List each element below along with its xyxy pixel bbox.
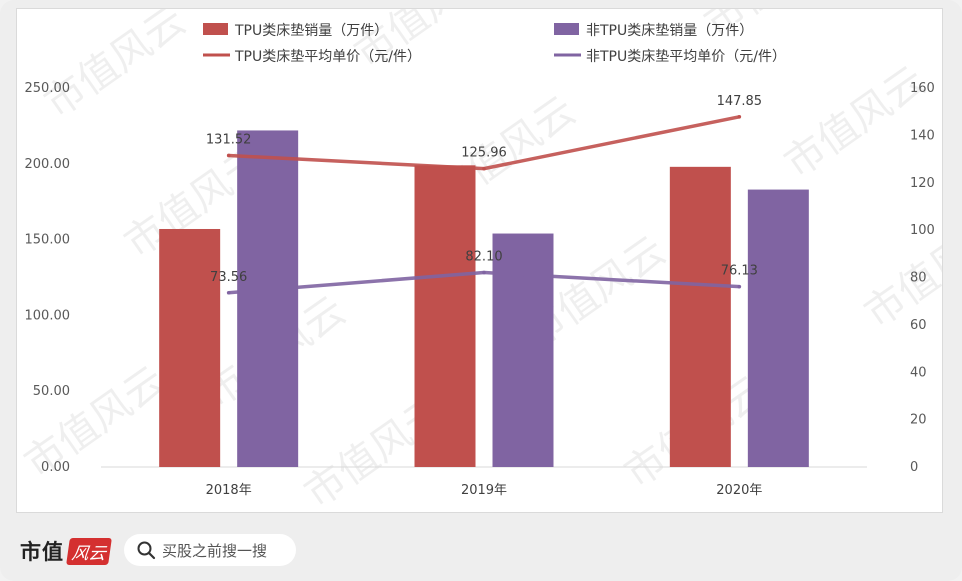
legend-label: TPU类床垫平均单价（元/件） [234, 49, 421, 65]
line-point [482, 166, 486, 171]
legend-label: 非TPU类床垫平均单价（元/件） [586, 49, 786, 65]
watermark-text: 市值风云 [36, 9, 193, 127]
search-box[interactable]: 买股之前搜一搜 [124, 534, 296, 566]
search-icon [137, 541, 156, 560]
brand-name: 市值 [20, 539, 64, 564]
data-label: 73.56 [210, 270, 247, 285]
y-left-tick-label: 100.00 [25, 308, 71, 323]
x-tick-label: 2018年 [206, 483, 252, 498]
legend-swatch [554, 23, 579, 35]
legend-swatch [203, 23, 228, 35]
series-line [228, 270, 740, 295]
watermark-text: 市值风云 [346, 9, 503, 77]
data-label: 131.52 [206, 132, 252, 147]
axis-layer: 0.00 50.00 100.00 150.00 200.00 250.00 0 20 40 60… [25, 81, 935, 498]
line-point [737, 114, 742, 119]
y-right-tick-label: 80 [910, 271, 927, 286]
line-point [226, 153, 231, 158]
bar [492, 233, 554, 467]
legend-label: TPU类床垫销量（万件） [234, 23, 388, 39]
y-right-tick-label: 140 [910, 128, 935, 143]
brand-logo[interactable]: 市值 风云 [20, 536, 112, 566]
line-point [737, 284, 742, 289]
y-right-tick-label: 20 [910, 413, 927, 428]
y-right-tick-label: 160 [910, 81, 935, 96]
x-tick-label: 2020年 [716, 483, 762, 498]
brand-badge: 风云 [66, 537, 112, 565]
chart-panel: 市值风云市值风云市值风云市值风云市值风云市值风云市值风云市值风云市值风云市值风云… [16, 8, 943, 513]
y-left-tick-label: 0.00 [41, 460, 70, 475]
watermark-text: 市值风云 [776, 58, 933, 187]
y-right-tick-label: 60 [910, 318, 927, 333]
bar [669, 166, 731, 467]
y-left-tick-label: 50.00 [33, 384, 70, 399]
y-left-tick-label: 250.00 [25, 81, 71, 96]
line-point [226, 290, 231, 295]
footer-bar: 市值 风云 买股之前搜一搜 [0, 522, 962, 581]
y-right-tick-label: 0 [910, 460, 918, 475]
bar [237, 130, 299, 467]
bar [159, 228, 221, 467]
y-left-tick-label: 150.00 [25, 233, 71, 248]
data-label: 125.96 [461, 146, 507, 161]
bar [414, 165, 476, 468]
combo-chart: 市值风云市值风云市值风云市值风云市值风云市值风云市值风云市值风云市值风云市值风云… [17, 9, 942, 512]
y-right-tick-label: 120 [910, 176, 935, 191]
y-right-tick-label: 100 [910, 223, 935, 238]
y-left-tick-label: 200.00 [25, 157, 71, 172]
line-layer [226, 114, 742, 295]
data-label: 76.13 [721, 264, 758, 279]
bar [747, 189, 809, 467]
bar-layer [159, 130, 809, 468]
y-right-tick-label: 40 [910, 365, 927, 380]
search-placeholder: 买股之前搜一搜 [162, 541, 268, 560]
x-tick-label: 2019年 [461, 483, 507, 498]
legend: TPU类床垫销量（万件） 非TPU类床垫销量（万件） TPU类床垫平均单价（元/件）… [203, 23, 786, 65]
data-label-layer: 131.52 125.96 147.85 73.56 82.10 76.13 [206, 94, 762, 285]
line-point [482, 270, 486, 275]
data-label: 82.10 [465, 250, 502, 265]
data-label: 147.85 [717, 94, 763, 109]
legend-label: 非TPU类床垫销量（万件） [586, 23, 753, 39]
